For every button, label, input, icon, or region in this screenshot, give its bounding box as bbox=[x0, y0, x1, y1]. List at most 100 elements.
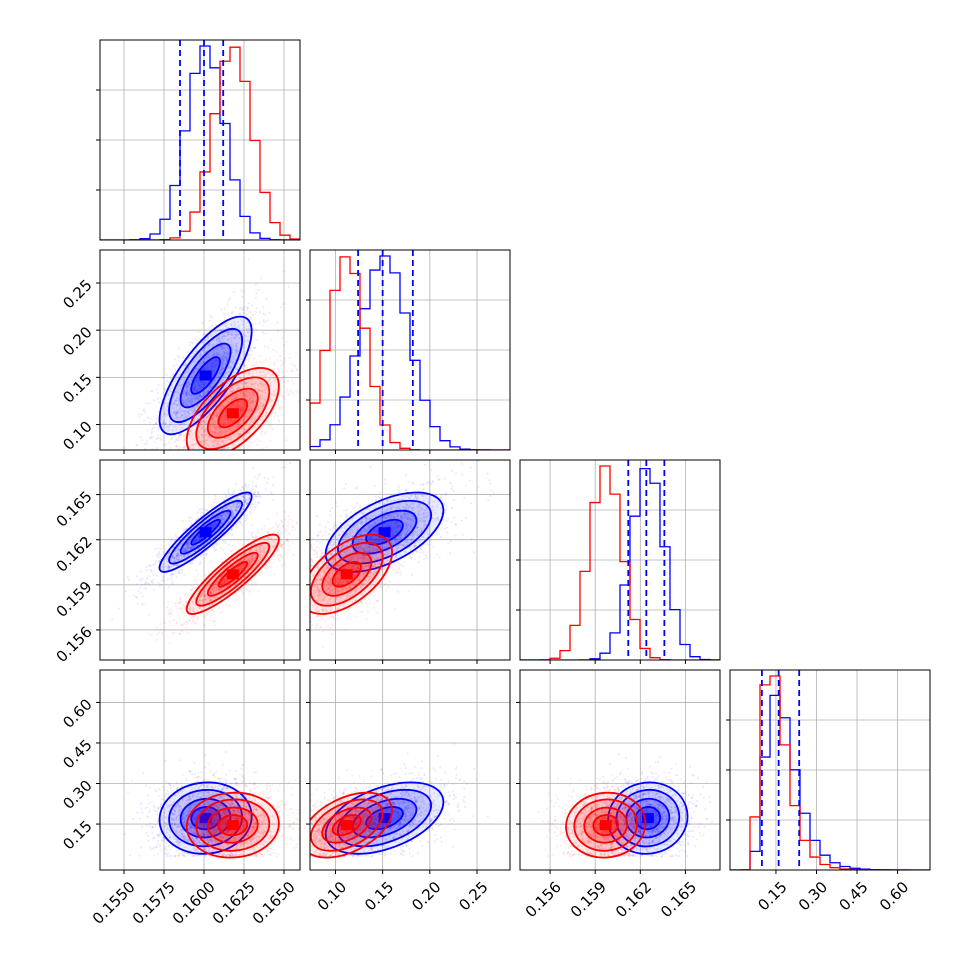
sample-point bbox=[195, 396, 198, 399]
sample-point bbox=[209, 387, 212, 390]
sample-point bbox=[192, 442, 195, 446]
sample-point bbox=[248, 392, 251, 395]
sample-point bbox=[192, 454, 194, 456]
sample-point bbox=[202, 383, 205, 386]
sample-point bbox=[159, 471, 161, 473]
sample-point bbox=[186, 393, 189, 396]
sample-point bbox=[213, 353, 216, 356]
sample-point bbox=[222, 362, 225, 365]
sample-point bbox=[189, 375, 192, 378]
sample-point bbox=[169, 423, 172, 426]
sample-point bbox=[152, 399, 155, 402]
sample-point bbox=[182, 422, 186, 425]
sample-point bbox=[141, 577, 144, 580]
sample-point bbox=[242, 308, 245, 311]
sample-point bbox=[176, 376, 180, 380]
sample-point bbox=[182, 399, 185, 402]
sample-point bbox=[204, 428, 207, 431]
sample-point bbox=[256, 438, 259, 441]
sample-point bbox=[212, 353, 215, 356]
sample-point bbox=[212, 365, 215, 368]
sample-point bbox=[236, 320, 239, 323]
sample-point bbox=[213, 361, 216, 364]
sample-point bbox=[293, 364, 297, 368]
sample-point bbox=[216, 336, 220, 339]
sample-point bbox=[198, 562, 201, 566]
sample-point bbox=[156, 555, 159, 558]
sample-point bbox=[180, 383, 184, 386]
sample-point bbox=[227, 333, 230, 336]
sample-point bbox=[241, 319, 244, 323]
sample-point bbox=[181, 413, 184, 416]
sample-point bbox=[271, 398, 274, 402]
sample-point bbox=[237, 366, 240, 369]
sample-point bbox=[171, 373, 174, 376]
sample-point bbox=[168, 429, 171, 432]
sample-point bbox=[289, 462, 292, 465]
sample-point bbox=[203, 393, 206, 396]
sample-point bbox=[187, 392, 190, 395]
sample-point bbox=[199, 385, 202, 389]
sample-point bbox=[235, 344, 238, 347]
sample-point bbox=[192, 620, 195, 623]
sample-point bbox=[237, 387, 240, 390]
sample-point bbox=[150, 390, 153, 393]
sample-point bbox=[241, 418, 245, 422]
sample-point bbox=[224, 495, 227, 498]
sample-point bbox=[178, 571, 181, 574]
sample-point bbox=[164, 402, 167, 405]
sample-point bbox=[150, 469, 152, 471]
sample-point bbox=[274, 407, 277, 410]
sample-point bbox=[226, 420, 229, 423]
sample-point bbox=[197, 382, 200, 385]
sample-point bbox=[257, 474, 260, 477]
sample-point bbox=[199, 352, 202, 356]
sample-point bbox=[230, 332, 233, 336]
sample-point bbox=[194, 337, 197, 341]
sample-point bbox=[163, 413, 166, 416]
sample-point bbox=[286, 379, 290, 382]
sample-point bbox=[193, 406, 196, 409]
sample-point bbox=[215, 444, 218, 447]
sample-point bbox=[169, 540, 172, 543]
sample-point bbox=[218, 329, 222, 332]
sample-point bbox=[213, 463, 215, 465]
sample-point bbox=[162, 575, 165, 579]
sample-point bbox=[184, 600, 188, 603]
sample-point bbox=[251, 399, 254, 402]
sample-point bbox=[175, 445, 178, 448]
sample-point bbox=[276, 359, 279, 362]
sample-point bbox=[141, 595, 144, 598]
sample-point bbox=[156, 411, 160, 414]
sample-point bbox=[225, 356, 228, 360]
sample-point bbox=[214, 497, 217, 500]
sample-point bbox=[201, 427, 204, 430]
sample-point bbox=[160, 583, 163, 587]
sample-point bbox=[223, 351, 226, 354]
sample-point bbox=[193, 406, 196, 409]
sample-point bbox=[240, 318, 243, 321]
sample-point bbox=[183, 356, 186, 360]
sample-point bbox=[163, 424, 166, 427]
sample-point bbox=[182, 528, 185, 531]
sample-point bbox=[227, 599, 230, 602]
sample-point bbox=[256, 477, 259, 480]
sample-point bbox=[145, 569, 149, 572]
sample-point bbox=[233, 395, 236, 398]
sample-point bbox=[248, 335, 251, 338]
sample-point bbox=[258, 321, 261, 324]
sample-point bbox=[192, 467, 194, 469]
sample-point bbox=[223, 355, 226, 359]
sample-point bbox=[202, 349, 205, 352]
sample-point bbox=[170, 576, 173, 579]
sample-point bbox=[198, 395, 201, 398]
sample-point bbox=[221, 344, 225, 347]
sample-point bbox=[226, 392, 229, 396]
sample-point bbox=[195, 379, 198, 382]
sample-point bbox=[242, 332, 245, 336]
sample-point bbox=[192, 387, 196, 390]
sample-point bbox=[195, 357, 198, 360]
sample-point bbox=[248, 327, 251, 330]
sample-point bbox=[184, 402, 187, 406]
sample-point bbox=[249, 395, 252, 398]
